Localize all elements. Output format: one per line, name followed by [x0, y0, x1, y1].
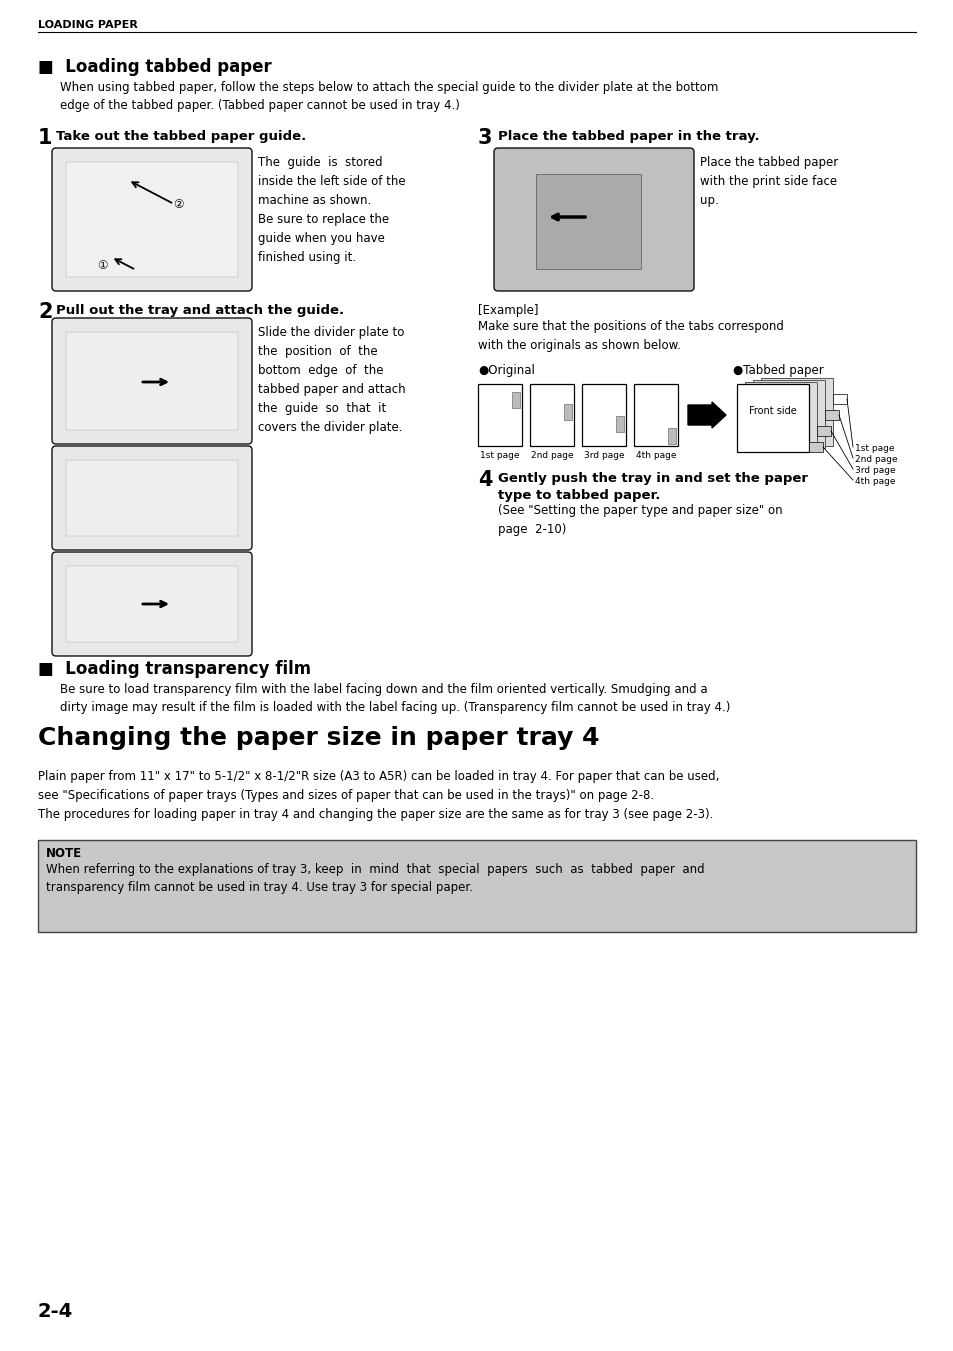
Text: 1: 1: [38, 128, 52, 149]
FancyArrow shape: [687, 403, 725, 428]
Text: ②: ②: [172, 199, 183, 211]
Text: When using tabbed paper, follow the steps below to attach the special guide to t: When using tabbed paper, follow the step…: [60, 81, 718, 112]
Text: Place the tabbed paper in the tray.: Place the tabbed paper in the tray.: [497, 130, 759, 143]
Text: ■  Loading transparency film: ■ Loading transparency film: [38, 661, 311, 678]
Bar: [634, 384, 678, 446]
Text: (See "Setting the paper type and paper size" on
page  2-10): (See "Setting the paper type and paper s…: [497, 504, 781, 535]
Bar: [832, 394, 846, 404]
Text: 1st page: 1st page: [479, 451, 519, 459]
Bar: [816, 426, 830, 436]
FancyBboxPatch shape: [52, 446, 252, 550]
Text: ●Tabbed paper: ●Tabbed paper: [732, 363, 822, 377]
Text: Make sure that the positions of the tabs correspond
with the originals as shown : Make sure that the positions of the tabs…: [477, 320, 783, 351]
Text: When referring to the explanations of tray 3, keep  in  mind  that  special  pap: When referring to the explanations of tr…: [46, 863, 704, 894]
Text: Take out the tabbed paper guide.: Take out the tabbed paper guide.: [56, 130, 306, 143]
Bar: [512, 392, 519, 408]
Text: 2nd page: 2nd page: [530, 451, 573, 459]
Bar: [824, 409, 838, 420]
Text: Be sure to load transparency film with the label facing down and the film orient: Be sure to load transparency film with t…: [60, 684, 730, 715]
Text: 4th page: 4th page: [635, 451, 676, 459]
Bar: [536, 174, 640, 269]
Bar: [66, 566, 237, 642]
FancyBboxPatch shape: [52, 317, 252, 444]
Bar: [477, 384, 521, 446]
Bar: [66, 459, 237, 536]
Bar: [66, 162, 237, 277]
Text: Slide the divider plate to
the  position  of  the
bottom  edge  of  the
tabbed p: Slide the divider plate to the position …: [257, 326, 405, 434]
Bar: [737, 384, 808, 453]
Text: The  guide  is  stored
inside the left side of the
machine as shown.
Be sure to : The guide is stored inside the left side…: [257, 155, 405, 263]
Bar: [66, 332, 237, 430]
Bar: [563, 404, 572, 420]
Text: Plain paper from 11" x 17" to 5-1/2" x 8-1/2"R size (A3 to A5R) can be loaded in: Plain paper from 11" x 17" to 5-1/2" x 8…: [38, 770, 719, 821]
Text: [Example]: [Example]: [477, 304, 537, 317]
Bar: [581, 384, 625, 446]
Bar: [667, 428, 676, 444]
FancyBboxPatch shape: [52, 553, 252, 657]
Bar: [760, 378, 832, 446]
Text: ■  Loading tabbed paper: ■ Loading tabbed paper: [38, 58, 272, 76]
Text: Changing the paper size in paper tray 4: Changing the paper size in paper tray 4: [38, 725, 598, 750]
Text: ●Original: ●Original: [477, 363, 535, 377]
Bar: [616, 416, 623, 432]
Text: LOADING PAPER: LOADING PAPER: [38, 20, 138, 30]
FancyBboxPatch shape: [494, 149, 693, 290]
Bar: [38, 840, 915, 932]
Text: NOTE: NOTE: [46, 847, 82, 861]
Bar: [808, 442, 822, 453]
Text: 2nd page: 2nd page: [854, 455, 897, 463]
Text: 1st page: 1st page: [854, 444, 894, 453]
Bar: [752, 380, 824, 449]
FancyBboxPatch shape: [52, 149, 252, 290]
Bar: [744, 382, 816, 450]
Text: 4: 4: [477, 470, 492, 490]
Bar: [530, 384, 574, 446]
Text: 3rd page: 3rd page: [854, 466, 895, 476]
Text: 3: 3: [477, 128, 492, 149]
Text: 2: 2: [38, 303, 52, 322]
Text: Place the tabbed paper
with the print side face
up.: Place the tabbed paper with the print si…: [700, 155, 838, 207]
Text: 2-4: 2-4: [38, 1302, 73, 1321]
Text: Front side: Front side: [748, 407, 796, 416]
Text: 4th page: 4th page: [854, 477, 895, 486]
Text: Gently push the tray in and set the paper
type to tabbed paper.: Gently push the tray in and set the pape…: [497, 471, 807, 501]
Text: ①: ①: [96, 259, 107, 272]
Text: 3rd page: 3rd page: [583, 451, 623, 459]
Text: Pull out the tray and attach the guide.: Pull out the tray and attach the guide.: [56, 304, 344, 317]
